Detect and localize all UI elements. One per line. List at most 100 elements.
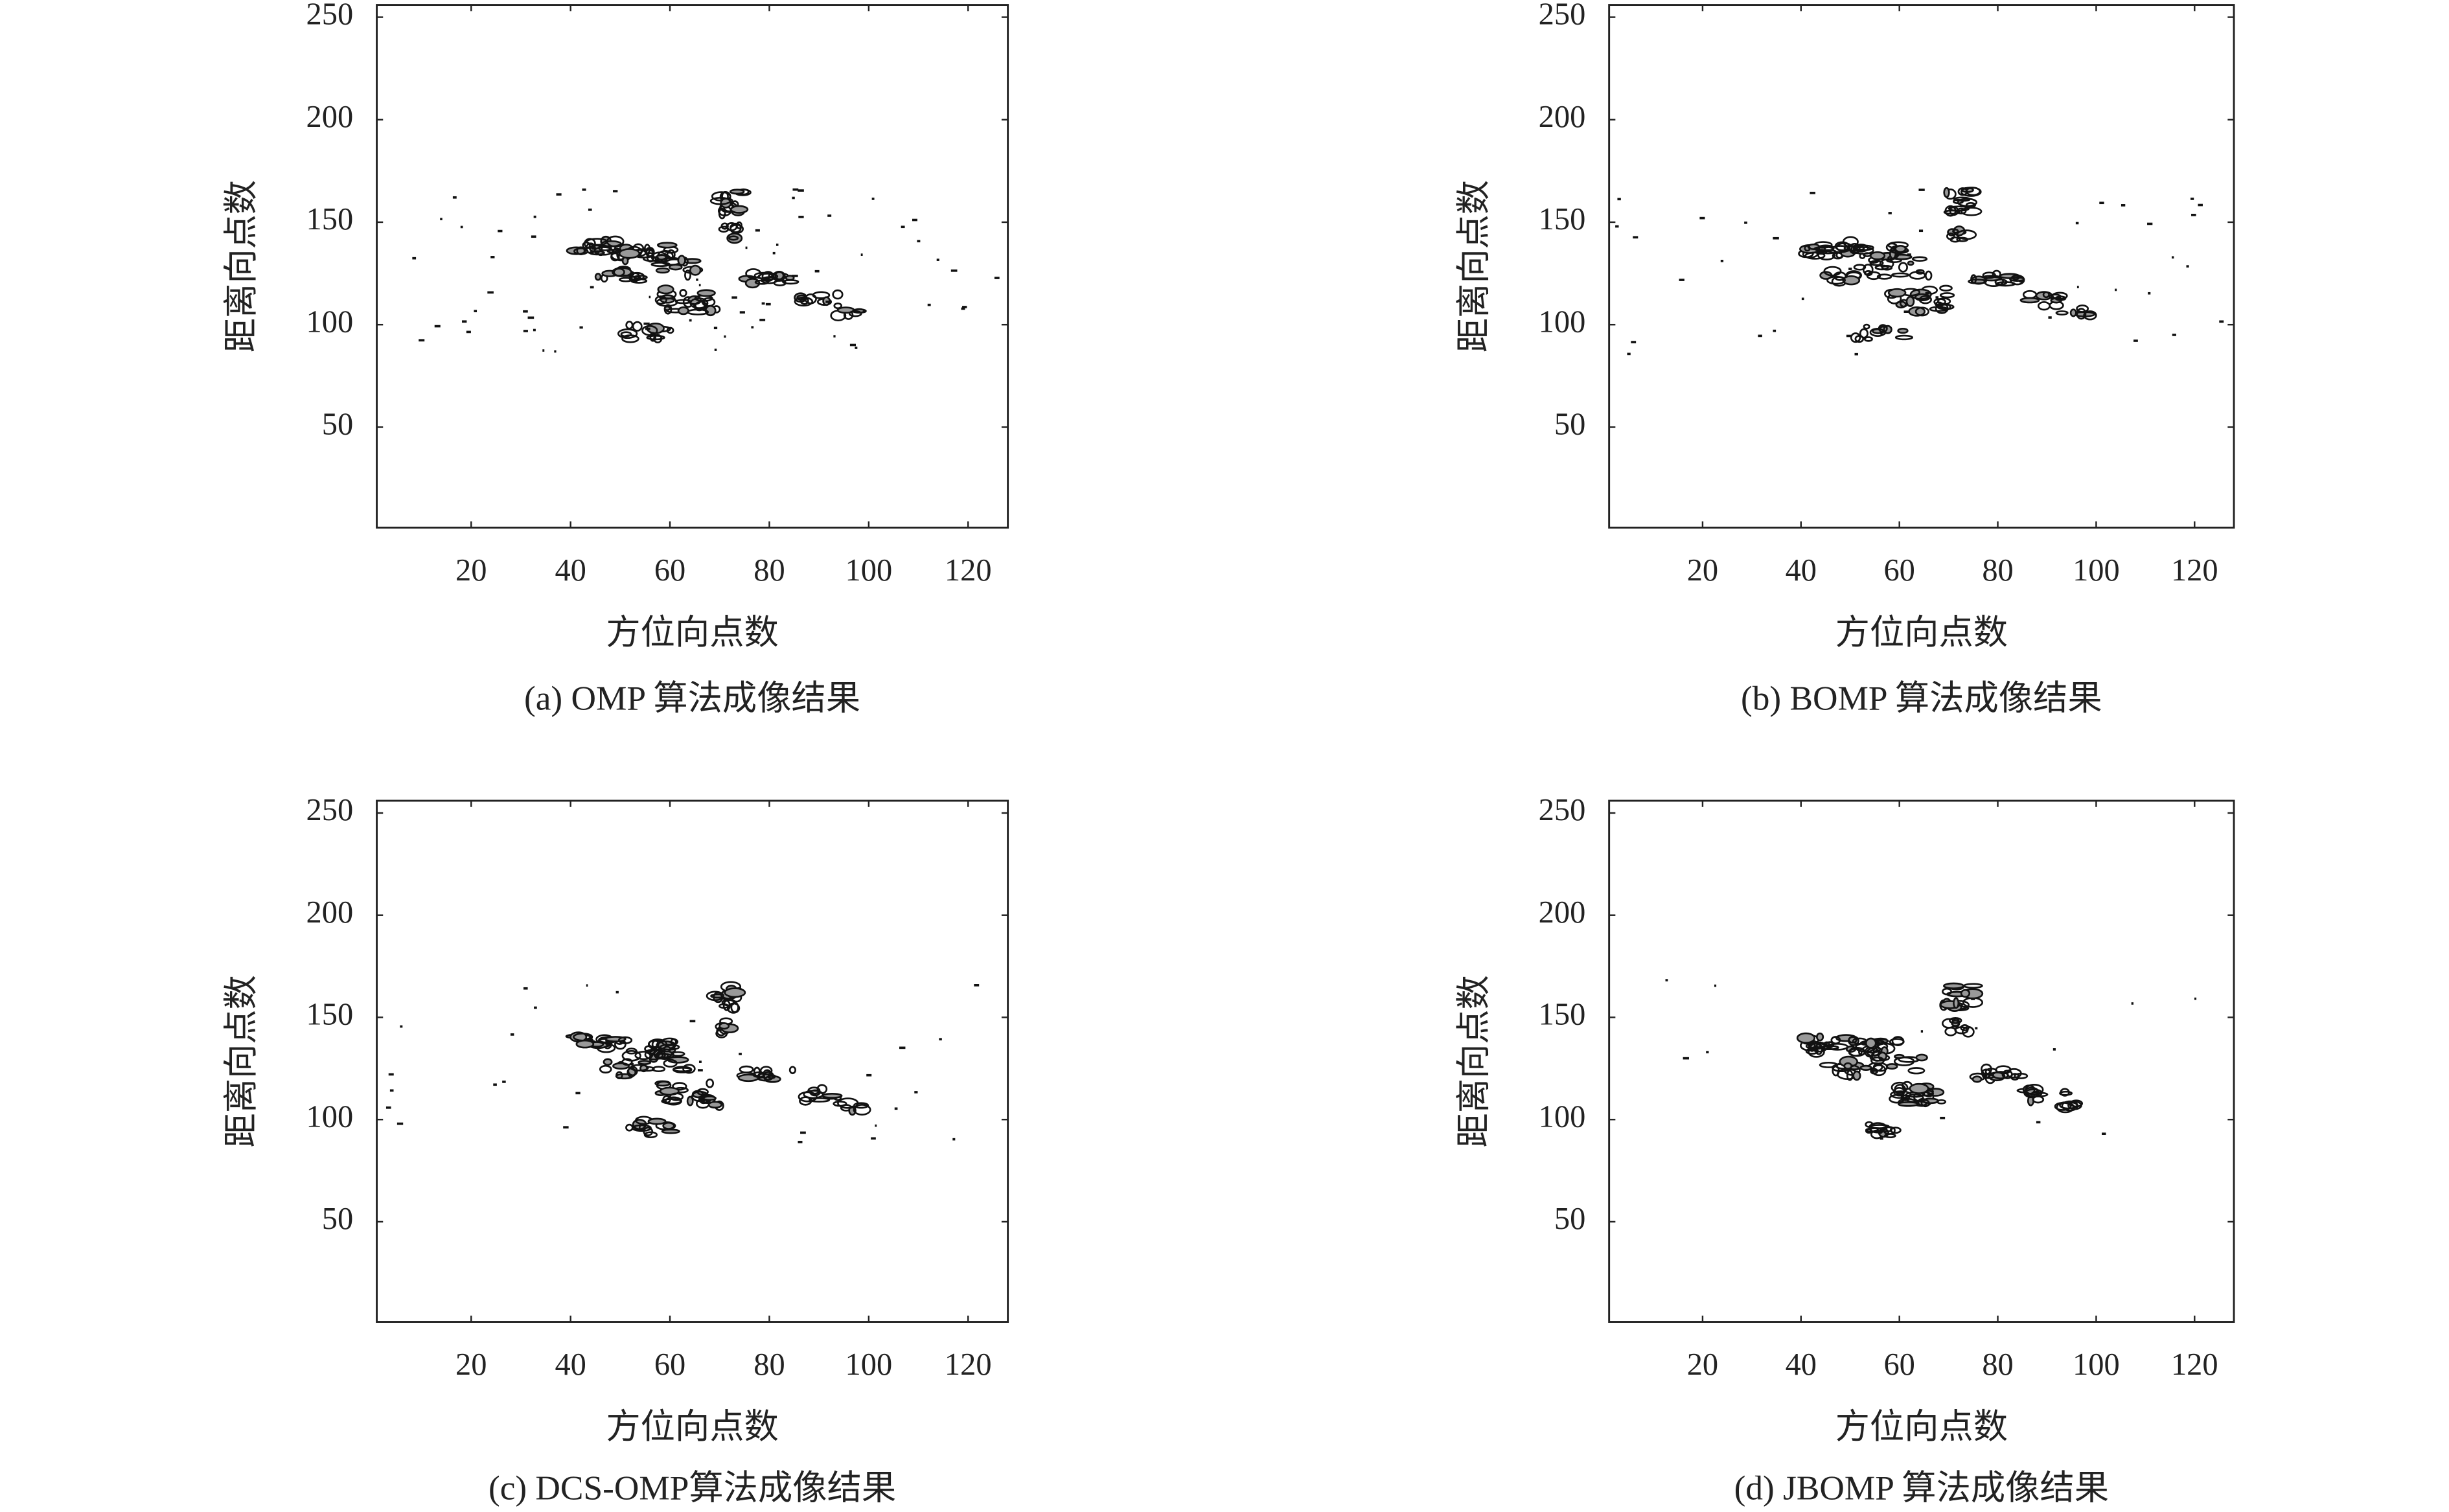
contour-line [1819, 1061, 1839, 1068]
noise-dot [912, 218, 917, 222]
subplot: 20 40 60 80 100 120 50 100 150 200 250 方位向点数 距离向点数 (b… [1454, 0, 2235, 718]
noise-dot [400, 1025, 403, 1028]
contour-line [1869, 1124, 1890, 1129]
noise-dot [563, 1126, 569, 1128]
contour-line [1924, 270, 1933, 281]
contour-line [599, 1064, 612, 1074]
noise-dot [698, 1069, 703, 1071]
contour-line [721, 999, 735, 1007]
noise-dot [523, 987, 528, 990]
noise-dot [745, 246, 748, 249]
y-tick-label: 100 [1539, 1099, 1586, 1134]
noise-dot [397, 1122, 404, 1125]
contour-line [677, 255, 686, 266]
noise-dot [556, 193, 562, 196]
subplot-caption: (b) BOMP 算法成像结果 [1741, 680, 2102, 718]
contour-line [650, 251, 669, 263]
noise-dot [2191, 213, 2196, 216]
contour-line [2054, 295, 2067, 301]
noise-dot [792, 188, 799, 191]
subplot-caption: (d) JBOMP 算法成像结果 [1734, 1469, 2109, 1507]
contour-line [754, 279, 769, 285]
noise-dot [523, 330, 528, 332]
noise-dot [1706, 1051, 1709, 1053]
noise-dot [586, 984, 588, 987]
noise-dot [952, 1138, 956, 1141]
noise-dot [765, 303, 771, 306]
plot-frame [376, 4, 1009, 529]
noise-dot [389, 1089, 394, 1092]
contour-line [625, 1048, 638, 1055]
contour-line [1914, 293, 1931, 301]
noise-dot [434, 325, 441, 328]
contour-line [638, 1060, 652, 1066]
contour-line [809, 1097, 831, 1103]
plot-frame [1608, 799, 2235, 1323]
subplot-caption: (c) DCS-OMP算法成像结果 [489, 1469, 896, 1507]
x-tick-label: 20 [1687, 1347, 1718, 1382]
noise-dot [994, 277, 1000, 279]
contour-line [682, 258, 702, 264]
x-tick-label: 120 [2171, 553, 2218, 588]
noise-dot [962, 306, 967, 308]
contour-line [837, 1097, 859, 1109]
contour-line [788, 1066, 797, 1075]
noise-dot [755, 229, 760, 232]
contour-line [1887, 288, 1907, 298]
noise-dot [871, 198, 875, 200]
contour-image [1665, 979, 2197, 1140]
contour-line [719, 1022, 730, 1030]
y-tick-label: 100 [306, 1099, 354, 1134]
contour-line [575, 1039, 595, 1049]
noise-dot [1846, 334, 1852, 338]
contour-image [1615, 187, 2224, 356]
contour-line [653, 334, 663, 344]
contour-line [1920, 1099, 1930, 1108]
contour-line [1808, 1041, 1816, 1052]
noise-dot [2147, 222, 2153, 225]
contour-line [2055, 310, 2069, 315]
contour-image [412, 188, 1000, 353]
noise-dot [901, 225, 905, 229]
noise-dot [1773, 236, 1779, 240]
contour-line [654, 295, 667, 305]
noise-dot [2075, 222, 2079, 225]
noise-dot [412, 257, 417, 260]
contour-line [1943, 187, 1950, 198]
contour-line [772, 270, 786, 282]
contour-line [1915, 269, 1925, 275]
noise-dot [798, 216, 804, 218]
subplot: 20 40 60 80 100 120 50 100 150 200 250 方位向点数 距离向点数 (a… [222, 0, 1009, 718]
noise-dot [724, 335, 726, 338]
contour-line [1863, 252, 1872, 257]
contour-line [1894, 1053, 1905, 1059]
contour-line [655, 267, 670, 274]
contour-line [718, 207, 726, 220]
x-tick-label: 40 [1786, 553, 1817, 588]
contour-line [1935, 303, 1949, 314]
contour-line [1842, 275, 1861, 286]
contour-line [669, 1092, 684, 1101]
noise-dot [534, 1006, 537, 1009]
contour-line [832, 289, 844, 300]
contour-image [385, 981, 980, 1143]
noise-dot [645, 327, 650, 330]
noise-dot [2131, 1002, 2133, 1005]
noise-dot [689, 1020, 696, 1023]
contour-line [1952, 229, 1959, 234]
contour-line [1843, 1062, 1853, 1070]
noise-dot [2194, 997, 2197, 1000]
noise-dot [490, 256, 495, 258]
contour-line [722, 1000, 731, 1011]
y-tick-label: 50 [1554, 407, 1585, 442]
contour-line [1813, 246, 1834, 252]
contour-line [1939, 284, 1953, 292]
contour-line [1863, 323, 1870, 330]
contour-line [1953, 997, 1960, 1009]
noise-dot [833, 335, 836, 338]
noise-dot [1758, 334, 1762, 338]
noise-dot [1801, 297, 1804, 301]
contour-line [1897, 327, 1909, 334]
contour-line [1960, 207, 1983, 216]
noise-dot [623, 274, 628, 277]
